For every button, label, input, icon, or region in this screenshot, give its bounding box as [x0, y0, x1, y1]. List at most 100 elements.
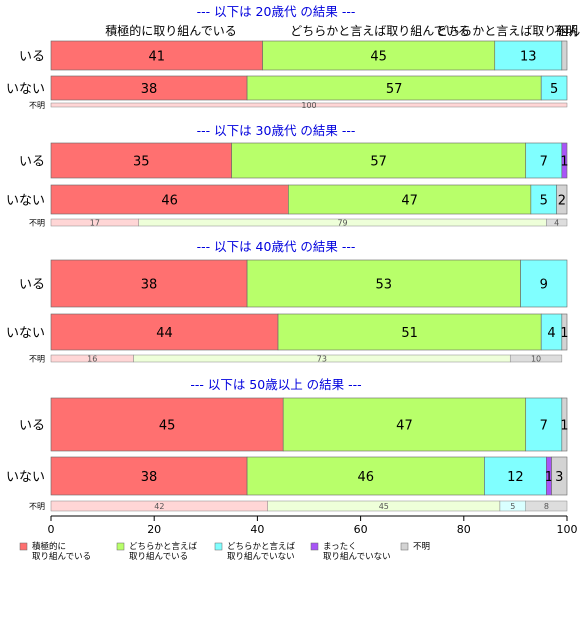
data-label: 42 — [154, 502, 164, 511]
legend-swatch — [116, 542, 125, 551]
row-label: いない — [6, 82, 45, 97]
data-label: 16 — [87, 355, 97, 364]
group-title: --- 以下は 20歳代 の結果 --- — [197, 4, 356, 19]
data-label: 4 — [547, 326, 555, 341]
data-label: 45 — [379, 502, 389, 511]
data-label: 17 — [90, 219, 100, 228]
row-label: 不明 — [29, 355, 45, 364]
data-label: 3 — [555, 470, 563, 485]
legend-swatch — [310, 542, 319, 551]
data-label: 12 — [507, 470, 524, 485]
legend-swatch — [214, 542, 223, 551]
data-label: 5 — [540, 194, 548, 209]
bar-segment — [50, 40, 263, 71]
data-label: 100 — [301, 101, 316, 110]
legend-label: どちらかと言えば — [129, 541, 198, 552]
bar-segment — [525, 397, 563, 452]
x-tick-label: 40 — [250, 523, 264, 536]
legend-label: 取り組んでいる — [32, 551, 91, 562]
bar-segment — [530, 184, 557, 215]
data-label: 7 — [540, 155, 548, 170]
top-category-label: 積極的に取り組んでいる — [105, 23, 236, 38]
bar-segment — [246, 259, 521, 308]
data-label: 10 — [531, 355, 541, 364]
bar-segment — [50, 259, 248, 308]
data-label: 73 — [317, 355, 327, 364]
x-tick-label: 80 — [457, 523, 471, 536]
data-label: 57 — [386, 82, 403, 97]
group-title: --- 以下は 40歳代 の結果 --- — [197, 239, 356, 254]
data-label: 38 — [141, 82, 158, 97]
bar-segment — [540, 75, 568, 101]
data-label: 1 — [560, 419, 568, 434]
bar-segment — [520, 259, 568, 308]
data-label: 8 — [544, 502, 549, 511]
bar-segment — [546, 218, 568, 227]
row-label: 不明 — [29, 101, 45, 110]
bar-segment — [50, 313, 279, 351]
bar-segment — [288, 184, 532, 215]
data-label: 44 — [156, 326, 173, 341]
top-category-label: 不明 — [554, 24, 578, 38]
data-label: 4 — [554, 219, 559, 228]
bar-segment — [50, 142, 232, 179]
group-title: --- 以下は 30歳代 の結果 --- — [197, 123, 356, 138]
data-label: 1 — [545, 470, 553, 485]
row-label: 不明 — [29, 219, 45, 228]
row-label: いない — [6, 194, 45, 209]
top-category-label: どちらかと言えば取り組んでいる — [290, 24, 469, 38]
bar-segment — [50, 184, 289, 215]
group-title: --- 以下は 50歳以上 の結果 --- — [190, 377, 361, 392]
bar-segment — [551, 456, 568, 496]
x-tick-label: 60 — [354, 523, 368, 536]
bar-segment — [246, 75, 542, 101]
data-label: 45 — [370, 50, 387, 65]
x-tick-label: 0 — [48, 523, 55, 536]
row-label: いる — [19, 419, 45, 434]
data-label: 53 — [376, 278, 393, 293]
data-label: 57 — [370, 155, 387, 170]
bar-segment — [50, 102, 568, 108]
data-label: 47 — [396, 419, 413, 434]
legend-label: まったく — [323, 542, 357, 552]
data-label: 13 — [520, 50, 537, 65]
bar-segment — [282, 397, 527, 452]
legend-label: 取り組んでいる — [129, 551, 188, 562]
bar-segment — [494, 40, 563, 71]
data-label: 79 — [337, 219, 347, 228]
row-label: 不明 — [29, 502, 45, 511]
data-label: 7 — [540, 419, 548, 434]
row-label: いない — [6, 470, 45, 485]
data-label: 38 — [141, 470, 158, 485]
bar-segment — [50, 75, 248, 101]
bar-segment — [561, 40, 568, 71]
x-tick-label: 20 — [147, 523, 161, 536]
bar-segment — [561, 397, 568, 452]
bar-segment — [561, 142, 568, 179]
data-label: 35 — [133, 155, 150, 170]
data-label: 47 — [401, 194, 418, 209]
data-label: 5 — [510, 502, 515, 511]
row-label: いる — [19, 50, 45, 65]
legend-label: 取り組んでいない — [227, 551, 295, 562]
bar-segment — [277, 313, 542, 351]
bar-segment — [556, 184, 568, 215]
x-tick-label: 100 — [557, 523, 578, 536]
legend-label: どちらかと言えば — [227, 541, 296, 552]
data-label: 5 — [550, 82, 558, 97]
legend-label: 不明 — [413, 542, 430, 552]
bar-segment — [561, 313, 568, 351]
data-label: 51 — [401, 326, 418, 341]
bar-segment — [50, 456, 248, 496]
bar-segment — [509, 354, 563, 363]
bar-segment — [525, 142, 563, 179]
data-label: 1 — [560, 326, 568, 341]
legend-label: 積極的に — [32, 541, 66, 552]
legend-label: 取り組んでいない — [323, 551, 391, 562]
data-label: 1 — [560, 155, 568, 170]
row-label: いる — [19, 278, 45, 293]
legend-swatch — [19, 542, 28, 551]
data-label: 45 — [159, 419, 176, 434]
